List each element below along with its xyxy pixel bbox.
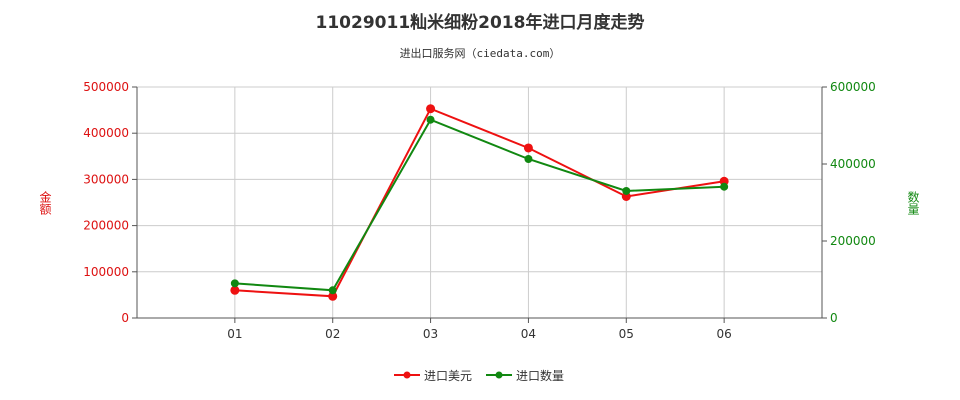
x-tick-label: 03 — [423, 327, 438, 341]
data-point-import-quantity[interactable] — [524, 154, 533, 163]
left-y-tick-label: 300000 — [83, 172, 129, 186]
tick-labels: 0 100000 200000 300000 400000 500000 0 200000 40… — [38, 80, 920, 341]
legend-label-import-quantity: 进口数量 — [516, 368, 565, 383]
chart-title: 11029011籼米细粉2018年进口月度走势 — [315, 13, 645, 33]
legend-marker-import-usd — [394, 371, 420, 379]
data-point-import-usd[interactable] — [523, 143, 533, 153]
right-y-tick-label: 0 — [830, 311, 838, 325]
left-y-tick-label: 100000 — [83, 265, 129, 279]
data-point-import-quantity[interactable] — [622, 186, 631, 195]
data-point-import-quantity[interactable] — [426, 115, 435, 124]
data-point-import-usd[interactable] — [230, 285, 240, 295]
x-tick-label: 05 — [619, 327, 634, 341]
left-y-tick-label: 200000 — [83, 219, 129, 233]
left-y-tick-label: 400000 — [83, 126, 129, 140]
left-y-tick-label: 500000 — [83, 80, 129, 94]
data-point-import-usd[interactable] — [328, 291, 338, 301]
chart-subtitle: 进出口服务网（ciedata.com） — [399, 47, 561, 60]
left-y-axis-title: 金额 — [38, 190, 52, 216]
data-point-import-quantity[interactable] — [720, 182, 729, 191]
legend-item-import-quantity[interactable]: 进口数量 — [486, 366, 564, 384]
data-point-import-quantity[interactable] — [328, 286, 337, 295]
x-tick-label: 06 — [717, 327, 732, 341]
x-tick-label: 02 — [325, 327, 340, 341]
right-y-tick-label: 200000 — [830, 234, 876, 248]
series-lines — [230, 104, 729, 301]
legend-label-import-usd: 进口美元 — [424, 368, 473, 383]
right-y-axis-title: 数量 — [906, 190, 920, 215]
data-point-import-usd[interactable] — [426, 104, 436, 114]
axes — [132, 86, 827, 323]
data-point-import-quantity[interactable] — [230, 279, 239, 288]
legend-item-import-usd[interactable]: 进口美元 — [394, 366, 472, 384]
series-line-import-quantity — [234, 118, 725, 292]
x-tick-label: 04 — [521, 327, 536, 341]
right-y-tick-label: 600000 — [830, 80, 876, 94]
series-line-import-usd — [234, 107, 725, 298]
left-y-tick-label: 0 — [121, 311, 129, 325]
legend-marker-import-quantity — [486, 371, 512, 379]
x-tick-label: 01 — [227, 327, 242, 341]
right-y-tick-label: 400000 — [830, 157, 876, 171]
